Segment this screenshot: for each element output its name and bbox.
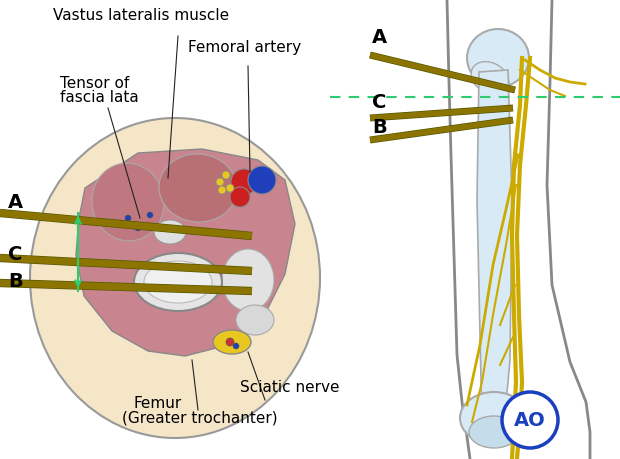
Circle shape xyxy=(248,166,276,194)
Ellipse shape xyxy=(222,249,274,311)
Text: A: A xyxy=(8,193,23,212)
Text: C: C xyxy=(372,93,386,112)
Text: B: B xyxy=(372,118,387,137)
Circle shape xyxy=(226,338,234,346)
Ellipse shape xyxy=(467,29,529,87)
Circle shape xyxy=(502,392,558,448)
Circle shape xyxy=(233,343,239,349)
Ellipse shape xyxy=(144,261,212,303)
Ellipse shape xyxy=(154,220,186,244)
Text: B: B xyxy=(8,272,23,291)
Ellipse shape xyxy=(460,392,528,444)
Text: Sciatic nerve: Sciatic nerve xyxy=(240,380,340,395)
Text: Tensor of: Tensor of xyxy=(60,76,129,91)
Circle shape xyxy=(125,215,131,221)
Text: Femur: Femur xyxy=(133,396,181,411)
Circle shape xyxy=(135,225,141,231)
Text: C: C xyxy=(8,245,22,264)
Ellipse shape xyxy=(92,163,164,241)
Ellipse shape xyxy=(213,330,251,354)
Ellipse shape xyxy=(159,154,237,222)
Text: A: A xyxy=(372,28,387,47)
Ellipse shape xyxy=(236,305,274,335)
Circle shape xyxy=(230,187,250,207)
Circle shape xyxy=(226,184,234,192)
Text: (Greater trochanter): (Greater trochanter) xyxy=(122,410,278,425)
Circle shape xyxy=(222,171,230,179)
Circle shape xyxy=(218,186,226,194)
Text: fascia lata: fascia lata xyxy=(60,90,139,105)
Polygon shape xyxy=(477,70,512,425)
Polygon shape xyxy=(76,149,295,356)
Ellipse shape xyxy=(30,118,320,438)
Ellipse shape xyxy=(134,253,222,311)
Circle shape xyxy=(231,169,257,195)
Text: AO: AO xyxy=(514,410,546,430)
Circle shape xyxy=(147,212,153,218)
Ellipse shape xyxy=(471,62,509,95)
Text: Vastus lateralis muscle: Vastus lateralis muscle xyxy=(53,8,229,23)
Circle shape xyxy=(216,178,224,186)
Text: Femoral artery: Femoral artery xyxy=(188,40,301,55)
Ellipse shape xyxy=(469,416,519,448)
